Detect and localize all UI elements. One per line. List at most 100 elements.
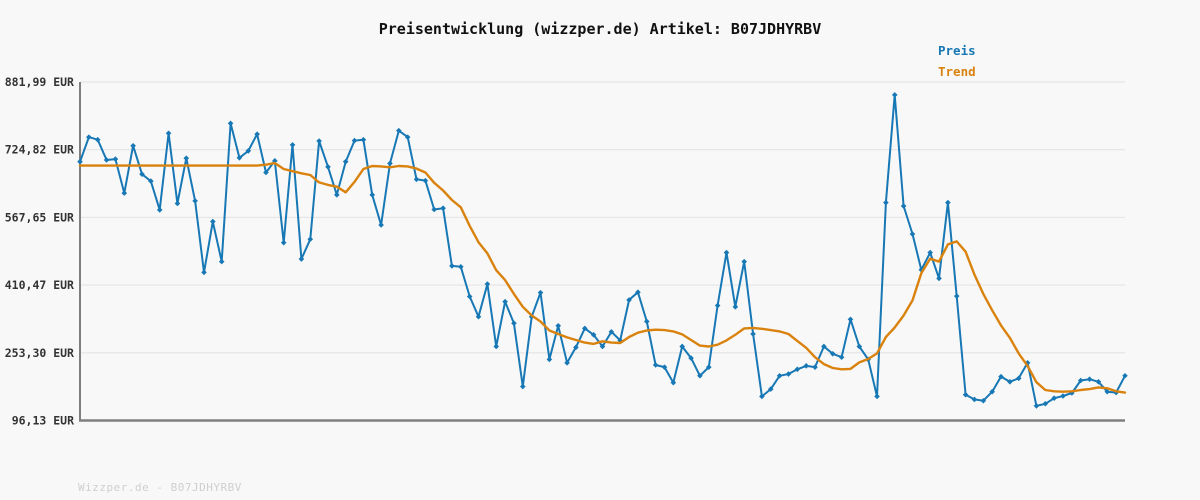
data-point-marker bbox=[210, 218, 216, 225]
data-point-marker bbox=[121, 190, 128, 196]
data-point-marker bbox=[953, 293, 960, 299]
data-point-marker bbox=[280, 239, 287, 246]
data-point-marker bbox=[493, 343, 500, 350]
data-point-marker bbox=[165, 130, 172, 137]
data-point-marker bbox=[803, 363, 809, 369]
data-point-marker bbox=[962, 391, 969, 398]
data-point-marker bbox=[794, 366, 801, 373]
data-point-marker bbox=[431, 206, 438, 213]
data-point-marker bbox=[1086, 376, 1093, 383]
data-point-marker bbox=[812, 364, 818, 370]
chart-title: Preisentwicklung (wizzper.de) Artikel: B… bbox=[378, 20, 822, 38]
data-point-marker bbox=[307, 236, 314, 243]
legend-item-trend: Trend bbox=[938, 61, 976, 82]
data-point-marker bbox=[697, 372, 703, 379]
data-point-marker bbox=[404, 134, 411, 140]
data-point-marker bbox=[608, 329, 615, 335]
legend-item-preis: Preis bbox=[938, 40, 976, 61]
data-point-marker bbox=[936, 275, 942, 282]
data-point-marker bbox=[723, 249, 730, 256]
data-point-marker bbox=[714, 302, 721, 309]
data-point-marker bbox=[626, 297, 632, 303]
trend-line bbox=[78, 161, 1127, 394]
data-point-marker bbox=[635, 289, 641, 295]
data-point-marker bbox=[537, 289, 544, 296]
data-point-marker bbox=[422, 177, 429, 184]
data-point-marker bbox=[1007, 378, 1013, 385]
data-point-marker bbox=[998, 373, 1004, 380]
data-point-marker bbox=[378, 222, 384, 228]
data-point-marker bbox=[86, 134, 92, 140]
data-point-marker bbox=[254, 131, 260, 137]
data-point-marker bbox=[661, 364, 668, 370]
data-point-marker bbox=[174, 200, 181, 207]
data-point-marker bbox=[1015, 375, 1022, 382]
data-point-marker bbox=[847, 316, 854, 323]
data-point-marker bbox=[218, 258, 225, 265]
data-point-marker bbox=[1122, 372, 1128, 379]
data-point-marker bbox=[1060, 393, 1066, 399]
data-point-marker bbox=[263, 169, 269, 176]
data-point-marker bbox=[298, 256, 305, 262]
data-point-marker bbox=[413, 176, 420, 183]
legend-label-trend: Trend bbox=[938, 64, 976, 79]
data-point-marker bbox=[555, 322, 562, 329]
data-point-marker bbox=[502, 298, 508, 305]
data-point-marker bbox=[767, 386, 774, 392]
y-tick-label: 253,30 EUR bbox=[5, 346, 74, 360]
data-point-marker bbox=[351, 137, 358, 144]
y-tick-label: 410,47 EUR bbox=[5, 278, 74, 292]
data-point-marker bbox=[776, 372, 783, 379]
data-point-marker bbox=[821, 343, 827, 350]
data-point-marker bbox=[652, 362, 659, 368]
y-tick-label: 724,82 EUR bbox=[5, 143, 74, 157]
data-point-marker bbox=[750, 331, 756, 337]
data-point-marker bbox=[396, 127, 402, 134]
data-point-marker bbox=[148, 178, 154, 184]
data-point-marker bbox=[670, 379, 677, 386]
data-point-marker bbox=[599, 343, 606, 350]
data-point-marker bbox=[511, 320, 517, 327]
data-point-marker bbox=[130, 142, 136, 149]
data-point-marker bbox=[103, 157, 110, 163]
data-point-marker bbox=[1095, 378, 1102, 385]
data-point-marker bbox=[883, 199, 889, 206]
data-point-marker bbox=[918, 266, 925, 273]
data-point-marker bbox=[564, 360, 570, 366]
data-point-marker bbox=[1104, 388, 1111, 395]
data-point-marker bbox=[334, 192, 340, 198]
data-point-marker bbox=[316, 138, 322, 144]
data-point-marker bbox=[989, 388, 995, 395]
data-point-marker bbox=[1077, 377, 1084, 384]
data-point-marker bbox=[139, 171, 145, 177]
data-point-marker bbox=[891, 92, 898, 98]
data-point-marker bbox=[643, 318, 650, 325]
data-point-marker bbox=[94, 136, 101, 143]
data-point-marker bbox=[342, 158, 349, 165]
data-point-marker bbox=[909, 231, 916, 237]
data-point-marker bbox=[829, 350, 836, 357]
data-point-marker bbox=[945, 199, 951, 206]
data-point-marker bbox=[1051, 395, 1057, 401]
data-point-marker bbox=[573, 344, 579, 351]
data-point-marker bbox=[927, 249, 933, 256]
data-point-marker bbox=[466, 293, 473, 300]
data-point-marker bbox=[971, 396, 978, 403]
legend-label-preis: Preis bbox=[938, 43, 976, 58]
chart-legend: Preis Trend bbox=[938, 40, 976, 82]
data-point-marker bbox=[449, 263, 455, 269]
data-point-marker bbox=[705, 364, 712, 370]
preis-line bbox=[79, 93, 1126, 407]
data-point-marker bbox=[581, 325, 588, 332]
data-point-marker bbox=[77, 158, 83, 165]
data-point-marker bbox=[227, 120, 234, 127]
data-point-marker bbox=[546, 356, 553, 363]
data-point-marker bbox=[475, 313, 482, 320]
data-point-marker bbox=[838, 354, 845, 361]
data-point-marker bbox=[440, 205, 446, 212]
data-point-marker bbox=[874, 393, 880, 400]
data-point-marker bbox=[236, 155, 243, 161]
data-point-marker bbox=[156, 207, 163, 213]
data-point-marker bbox=[679, 343, 686, 350]
